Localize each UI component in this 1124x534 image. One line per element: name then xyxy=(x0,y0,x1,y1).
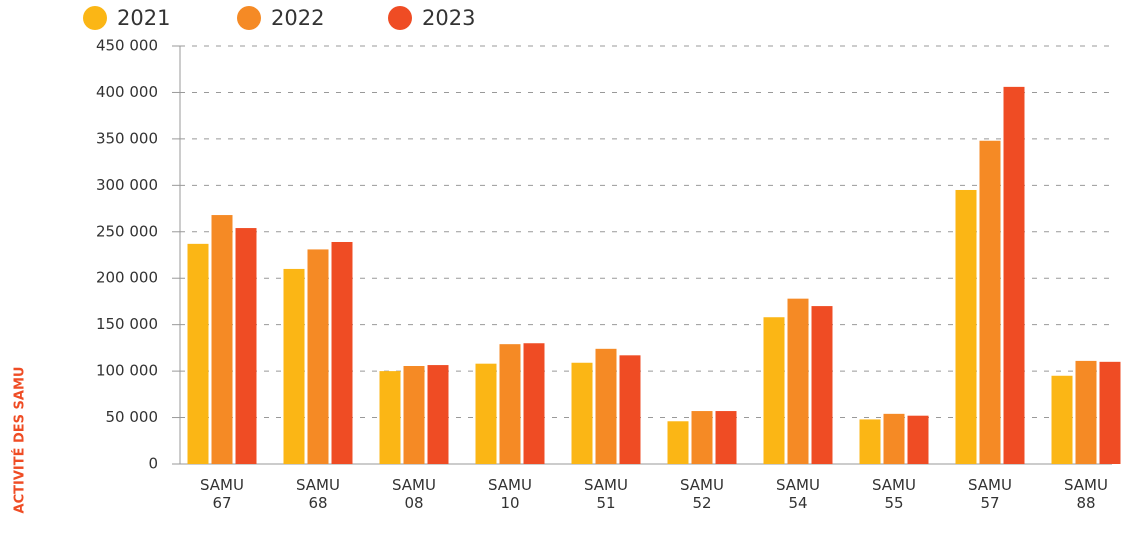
bar xyxy=(1075,360,1097,464)
y-tick-label: 300 000 xyxy=(96,176,158,194)
bar xyxy=(571,362,593,464)
y-tick-label: 450 000 xyxy=(96,37,158,55)
legend-label: 2023 xyxy=(422,6,475,30)
bar xyxy=(763,317,785,464)
bar xyxy=(379,371,401,464)
y-tick-label: 350 000 xyxy=(96,129,158,147)
bar xyxy=(427,365,449,464)
x-tick-label: SAMU 52 xyxy=(680,476,724,512)
bar xyxy=(595,348,617,464)
legend-label: 2022 xyxy=(271,6,324,30)
bar xyxy=(883,413,905,464)
y-tick-label: 250 000 xyxy=(96,222,158,240)
y-tick-label: 150 000 xyxy=(96,315,158,333)
bar xyxy=(307,249,329,464)
bar xyxy=(619,355,641,464)
x-tick-label: SAMU 55 xyxy=(872,476,916,512)
y-axis-label: ACTIVITÉ DES SAMU xyxy=(12,367,28,514)
bar xyxy=(499,344,521,464)
bar xyxy=(211,215,233,464)
bar xyxy=(331,241,353,464)
bar xyxy=(283,268,305,464)
y-tick-label: 200 000 xyxy=(96,269,158,287)
x-tick-label: SAMU 57 xyxy=(968,476,1012,512)
bar xyxy=(403,366,425,464)
bar xyxy=(691,411,713,464)
x-tick-label: SAMU 10 xyxy=(488,476,532,512)
bar xyxy=(475,363,497,464)
legend-label: 2021 xyxy=(117,6,170,30)
bar xyxy=(1003,86,1025,465)
x-tick-label: SAMU 67 xyxy=(200,476,244,512)
bar xyxy=(787,298,809,464)
bar xyxy=(667,421,689,464)
bar xyxy=(955,189,977,464)
bar xyxy=(859,419,881,464)
y-tick-label: 0 xyxy=(148,455,158,473)
bar xyxy=(235,228,257,464)
legend-swatch xyxy=(237,6,261,30)
bar xyxy=(1099,361,1121,464)
bar xyxy=(187,243,209,464)
x-tick-label: SAMU 88 xyxy=(1064,476,1108,512)
x-tick-label: SAMU 51 xyxy=(584,476,628,512)
y-tick-label: 100 000 xyxy=(96,362,158,380)
bar xyxy=(811,306,833,464)
bar xyxy=(1051,375,1073,464)
y-tick-label: 50 000 xyxy=(106,408,159,426)
bar xyxy=(715,411,737,464)
bar xyxy=(907,415,929,464)
legend-swatch xyxy=(388,6,412,30)
bar xyxy=(523,343,545,464)
bar xyxy=(979,140,1001,464)
y-tick-label: 400 000 xyxy=(96,83,158,101)
legend-swatch xyxy=(83,6,107,30)
x-tick-label: SAMU 68 xyxy=(296,476,340,512)
x-tick-label: SAMU 54 xyxy=(776,476,820,512)
x-tick-label: SAMU 08 xyxy=(392,476,436,512)
